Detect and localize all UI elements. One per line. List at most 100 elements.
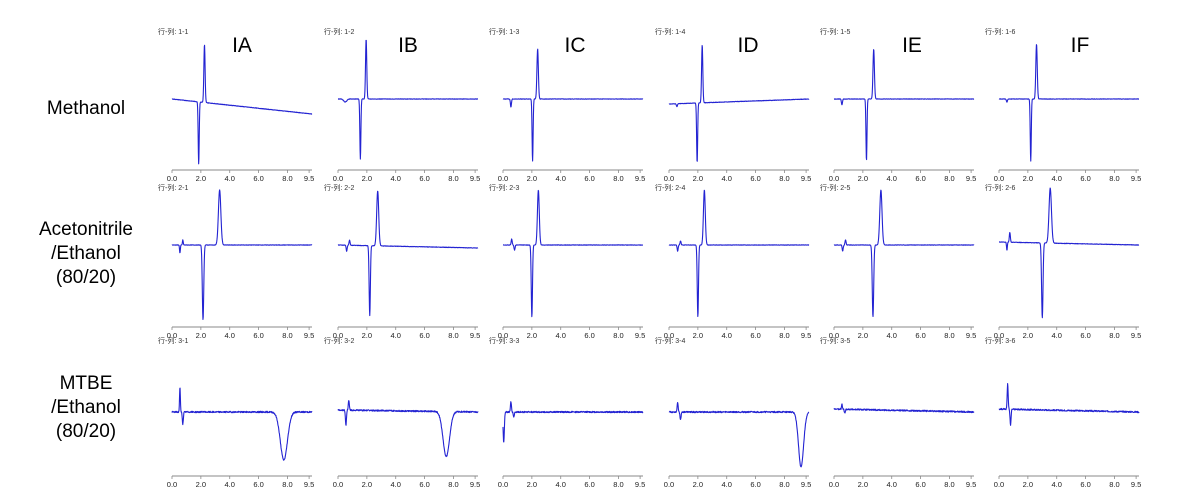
- x-tick-label: 0.0: [994, 174, 1004, 183]
- x-tick-label: 2.0: [362, 174, 372, 183]
- x-tick-label: 9.5: [801, 174, 811, 183]
- column-header-ie: IE: [902, 34, 922, 57]
- x-tick-label: 8.0: [944, 480, 954, 489]
- x-tick-label: 8.0: [944, 331, 954, 340]
- column-header-id: ID: [738, 34, 759, 57]
- chromatogram-trace: [171, 189, 313, 321]
- panel-2-1: 行-列: 2-1 0.0 2.0 4.0 6.0 8.0 9.5: [158, 183, 314, 340]
- x-tick-label: 8.0: [779, 331, 789, 340]
- x-tick-label: 9.5: [1131, 174, 1141, 183]
- panel-label: 行-列: 2-3: [489, 183, 519, 192]
- x-tick-label: 6.0: [915, 331, 925, 340]
- x-tick-label: 4.0: [887, 480, 897, 489]
- row-label-methanol: Methanol: [47, 98, 125, 119]
- panel-label: 行-列: 1-6: [985, 27, 1015, 36]
- x-tick-label: 9.5: [801, 331, 811, 340]
- chromatogram-trace: [833, 403, 975, 414]
- chromatogram-trace: [337, 400, 479, 458]
- x-tick-label: 8.0: [1109, 174, 1119, 183]
- x-tick-label: 9.5: [635, 480, 645, 489]
- x-tick-label: 8.0: [613, 331, 623, 340]
- x-tick-label: 2.0: [196, 331, 206, 340]
- x-tick-label: 0.0: [333, 480, 343, 489]
- x-tick-label: 8.0: [779, 480, 789, 489]
- x-tick-label: 2.0: [858, 331, 868, 340]
- x-tick-label: 9.5: [966, 480, 976, 489]
- panel-3-2: 行-列: 3-2 0.0 2.0 4.0 6.0 8.0 9.5: [324, 336, 480, 489]
- row-label-ratio-1: (80/20): [56, 267, 116, 288]
- x-tick-label: 9.5: [635, 174, 645, 183]
- chromatogram-trace: [171, 387, 313, 461]
- panel-label: 行-列: 2-2: [324, 183, 354, 192]
- panel-2-4: 行-列: 2-4 0.0 2.0 4.0 6.0 8.0 9.5: [655, 183, 811, 340]
- panel-label: 行-列: 2-4: [655, 183, 685, 192]
- panel-label: 行-列: 3-6: [985, 336, 1015, 345]
- x-tick-label: 4.0: [722, 480, 732, 489]
- x-tick-label: 9.5: [966, 331, 976, 340]
- x-tick-label: 4.0: [722, 331, 732, 340]
- x-tick-label: 4.0: [556, 480, 566, 489]
- x-tick-label: 2.0: [693, 174, 703, 183]
- chromatogram-trace: [668, 401, 810, 468]
- x-tick-label: 6.0: [750, 480, 760, 489]
- panel-label: 行-列: 1-1: [158, 27, 188, 36]
- chromatogram-trace: [998, 187, 1140, 319]
- x-tick-label: 2.0: [693, 480, 703, 489]
- panel-label: 行-列: 1-4: [655, 27, 685, 36]
- x-tick-label: 4.0: [887, 331, 897, 340]
- panel-1-3: 行-列: 1-3 0.0 2.0 4.0 6.0 8.0 9.5: [489, 27, 645, 183]
- chromatogram-trace: [171, 44, 313, 165]
- x-tick-label: 6.0: [915, 174, 925, 183]
- column-header-ia: IA: [232, 34, 252, 57]
- chromatogram-trace: [337, 190, 479, 317]
- column-header-if: IF: [1071, 34, 1090, 57]
- x-tick-label: 9.5: [1131, 480, 1141, 489]
- chromatogram-trace: [502, 189, 644, 318]
- x-tick-label: 6.0: [1080, 480, 1090, 489]
- x-tick-label: 2.0: [1023, 331, 1033, 340]
- x-tick-label: 6.0: [915, 480, 925, 489]
- x-tick-label: 0.0: [664, 331, 674, 340]
- x-tick-label: 0.0: [829, 174, 839, 183]
- x-tick-label: 6.0: [750, 331, 760, 340]
- x-tick-label: 0.0: [333, 174, 343, 183]
- x-tick-label: 4.0: [391, 480, 401, 489]
- x-tick-label: 4.0: [1052, 480, 1062, 489]
- x-tick-label: 0.0: [167, 174, 177, 183]
- chromatogram-trace: [502, 48, 644, 162]
- x-tick-label: 0.0: [498, 174, 508, 183]
- x-tick-label: 9.5: [470, 480, 480, 489]
- x-tick-label: 4.0: [1052, 331, 1062, 340]
- x-tick-label: 8.0: [613, 174, 623, 183]
- chromatogram-trace: [833, 189, 975, 318]
- x-tick-label: 2.0: [196, 174, 206, 183]
- x-tick-label: 9.5: [304, 480, 314, 489]
- panel-label: 行-列: 3-5: [820, 336, 850, 345]
- x-tick-label: 8.0: [1109, 331, 1119, 340]
- x-tick-label: 2.0: [1023, 480, 1033, 489]
- chromatogram-trace: [337, 39, 479, 160]
- x-tick-label: 2.0: [362, 331, 372, 340]
- row-label-ethanol-2: /Ethanol: [51, 397, 121, 418]
- x-tick-label: 6.0: [419, 331, 429, 340]
- x-tick-label: 0.0: [333, 331, 343, 340]
- panel-label: 行-列: 3-4: [655, 336, 685, 345]
- chromatogram-trace: [998, 383, 1140, 426]
- x-tick-label: 0.0: [167, 480, 177, 489]
- x-tick-label: 8.0: [448, 174, 458, 183]
- panel-label: 行-列: 3-1: [158, 336, 188, 345]
- chromatogram-trace: [668, 44, 810, 162]
- panel-label: 行-列: 2-5: [820, 183, 850, 192]
- x-tick-label: 4.0: [225, 331, 235, 340]
- x-tick-label: 4.0: [556, 331, 566, 340]
- x-tick-label: 4.0: [225, 480, 235, 489]
- x-tick-label: 4.0: [887, 174, 897, 183]
- x-tick-label: 0.0: [994, 331, 1004, 340]
- x-tick-label: 0.0: [664, 174, 674, 183]
- x-tick-label: 6.0: [253, 174, 263, 183]
- x-tick-label: 9.5: [966, 174, 976, 183]
- x-tick-label: 6.0: [253, 331, 263, 340]
- x-tick-label: 6.0: [584, 174, 594, 183]
- panel-2-5: 行-列: 2-5 0.0 2.0 4.0 6.0 8.0 9.5: [820, 183, 976, 340]
